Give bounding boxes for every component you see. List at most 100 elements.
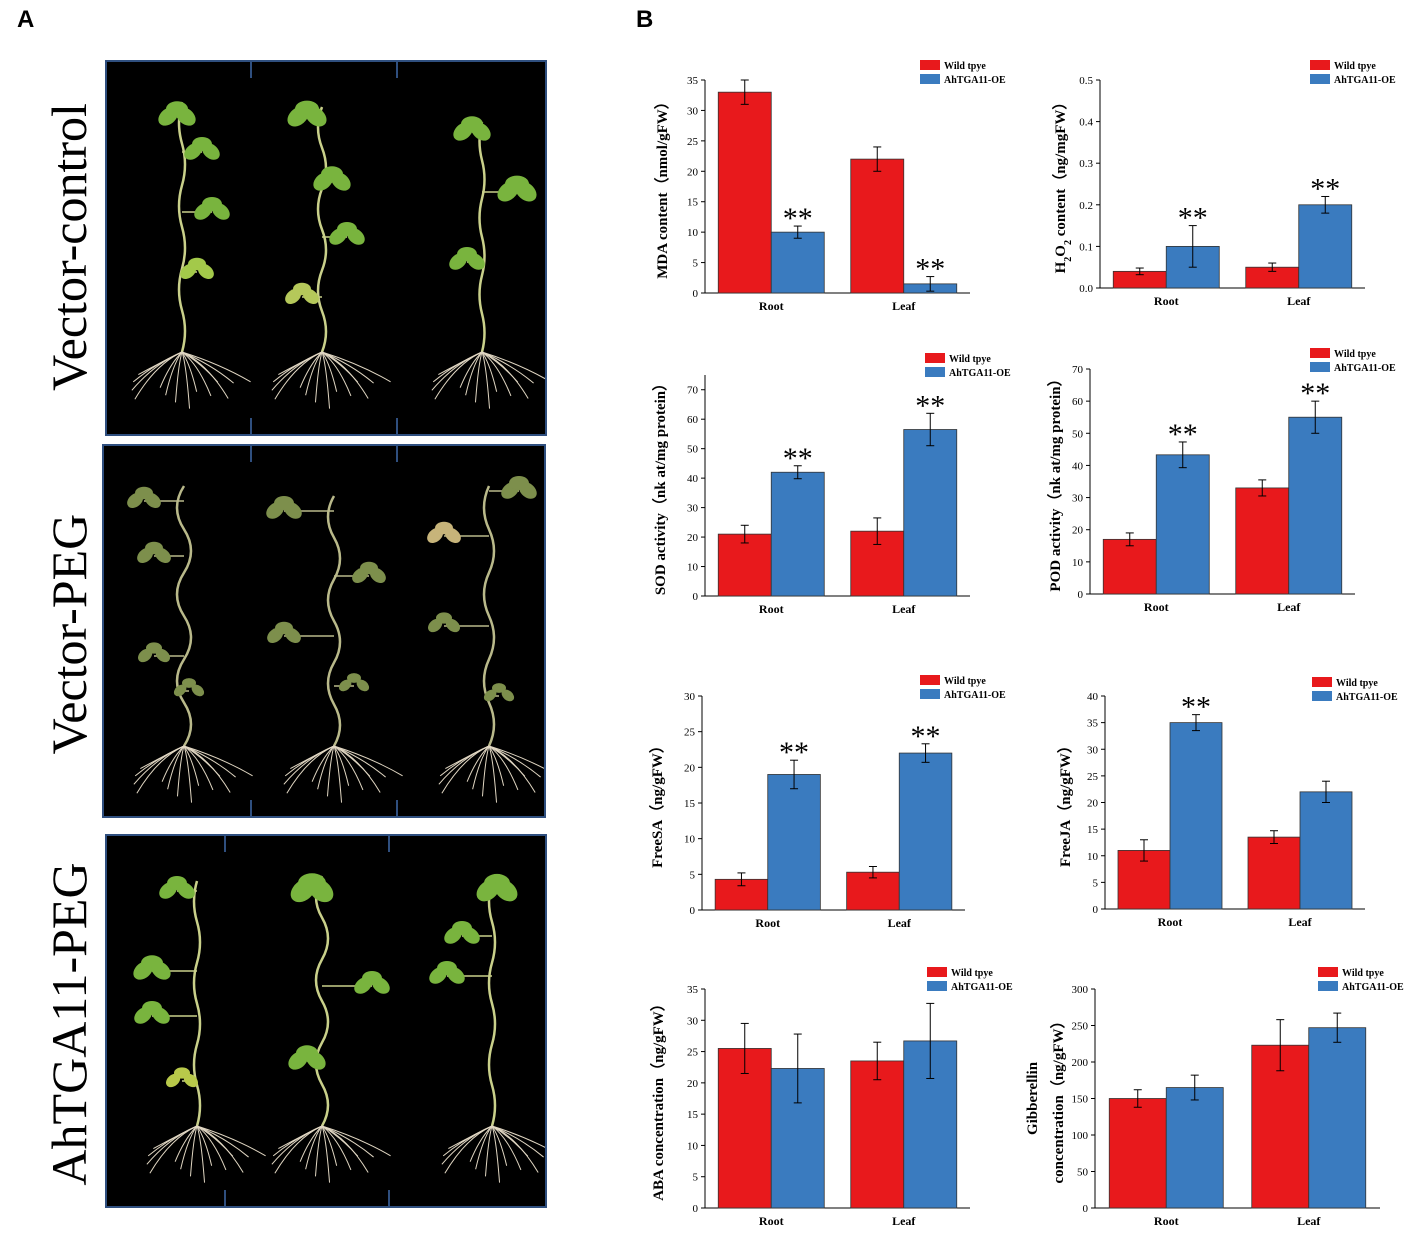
significance-marker: **: [1168, 418, 1198, 451]
photo-divider: [388, 1190, 390, 1208]
y-tick-label: 10: [687, 562, 699, 574]
y-tick-label: 10: [684, 834, 696, 846]
legend-label-oe: AhTGA11-OE: [949, 368, 1011, 379]
error-bar: [1140, 839, 1148, 862]
legend-swatch-wild: [1312, 677, 1332, 687]
y-tick-label: 70: [1072, 364, 1084, 376]
bar-wild-type: [1251, 1044, 1310, 1209]
plant-stem: [326, 495, 342, 747]
chart-freeja: 0 5 10 15 20 25 30 35 40 Root Leaf ** FreeJA（ng/gFW）…: [1056, 677, 1398, 929]
bar-ahtga11-oe: [1155, 454, 1210, 595]
leaf-cluster: [489, 476, 537, 499]
leaf-cluster: [182, 197, 230, 220]
plant-stem: [478, 121, 486, 353]
plant-roots: [133, 745, 253, 803]
bar-ahtga11-oe: [903, 429, 958, 597]
category-label: Leaf: [1288, 915, 1312, 929]
photo-divider: [250, 444, 252, 462]
significance-marker: **: [1181, 691, 1211, 724]
leaf-cluster: [159, 876, 197, 899]
photo-divider: [396, 444, 398, 462]
legend-label-oe: AhTGA11-OE: [951, 982, 1013, 993]
legend-label-oe: AhTGA11-OE: [1334, 363, 1396, 374]
bar-wild-type: [1108, 1098, 1167, 1209]
y-tick-label: 0.5: [1079, 75, 1093, 87]
legend: Wild tpye AhTGA11-OE: [927, 967, 1013, 993]
category-label: Root: [1154, 1214, 1179, 1228]
y-tick-label: 30: [687, 105, 699, 117]
leaf-cluster: [429, 961, 492, 984]
legend-label-wild: Wild tpye: [1334, 349, 1376, 360]
y-tick-label: 0.2: [1079, 200, 1093, 212]
y-axis-label: concentration（ng/gFW）: [1049, 1014, 1067, 1184]
legend-swatch-oe: [1312, 691, 1332, 701]
leaf-cluster: [180, 257, 214, 279]
plant-stem: [175, 485, 193, 747]
legend-swatch-wild: [920, 60, 940, 70]
category-label: Root: [759, 1214, 784, 1228]
plant-roots: [438, 745, 558, 803]
error-bar: [1321, 195, 1330, 214]
bar-wild-type: [1247, 836, 1301, 910]
error-bar: [926, 412, 935, 447]
error-bar: [1268, 262, 1277, 272]
y-tick-label: 25: [687, 136, 699, 148]
legend-swatch-oe: [920, 689, 940, 699]
y-axis-label: FreeSA（ng/gFW）: [648, 738, 666, 868]
y-tick-label: 5: [693, 1172, 699, 1184]
y-tick-label: 25: [687, 1047, 699, 1059]
y-tick-label: 35: [687, 75, 699, 87]
category-label: Root: [1144, 600, 1169, 614]
plant-roots: [441, 1125, 561, 1183]
leaf-cluster: [453, 116, 491, 141]
error-bar: [740, 524, 749, 544]
photo-divider: [396, 418, 398, 436]
y-tick-label: 0.4: [1079, 117, 1093, 129]
photo-divider: [396, 800, 398, 818]
bar-ahtga11-oe: [767, 774, 821, 911]
plant-stem: [177, 101, 187, 353]
plant-photo-rescued: [133, 873, 561, 1183]
significance-marker: **: [915, 389, 945, 422]
leaf-cluster: [428, 612, 489, 633]
leaf-cluster: [322, 222, 365, 245]
error-bar: [1311, 400, 1320, 434]
bar-ahtga11-oe: [1308, 1027, 1367, 1209]
bar-ahtga11-oe: [1165, 1087, 1224, 1209]
error-bar: [921, 743, 930, 763]
bar-ahtga11-oe: [770, 471, 825, 597]
legend-label-wild: Wild tpye: [944, 676, 986, 687]
category-label: Leaf: [1277, 600, 1301, 614]
category-label: Root: [759, 602, 784, 616]
legend-label-wild: Wild tpye: [1334, 61, 1376, 72]
y-tick-label: 30: [687, 503, 699, 515]
error-bar: [926, 1002, 935, 1079]
y-tick-label: 30: [1087, 744, 1099, 756]
error-bar: [926, 276, 935, 292]
y-tick-label: 30: [687, 1015, 699, 1027]
category-label: Leaf: [888, 916, 912, 930]
y-tick-label: 0.0: [1079, 283, 1093, 295]
category-label: Root: [755, 916, 780, 930]
leaf-cluster: [266, 496, 334, 519]
y-axis-label: MDA content（nmol/gFW）: [653, 94, 671, 279]
leaf-cluster: [313, 166, 351, 191]
y-tick-label: 0: [693, 591, 699, 603]
legend-swatch-oe: [920, 74, 940, 84]
y-tick-label: 0: [690, 905, 696, 917]
error-bar: [1258, 479, 1267, 497]
y-tick-label: 15: [1087, 824, 1099, 836]
y-axis-label: H2O2 content（ng/mgFW）: [1051, 95, 1074, 274]
photo-ahtga11-peg: [105, 834, 561, 1208]
y-tick-label: 25: [1087, 771, 1099, 783]
leaf-cluster: [482, 175, 537, 202]
y-tick-label: 100: [1072, 1130, 1089, 1142]
photo-divider: [388, 834, 390, 852]
legend-swatch-wild: [1310, 60, 1330, 70]
significance-marker: **: [1310, 172, 1340, 205]
plant-roots: [271, 1125, 391, 1183]
error-bar: [1135, 267, 1144, 276]
bar-ahtga11-oe: [1169, 722, 1223, 910]
leaf-cluster: [483, 683, 515, 702]
category-label: Root: [759, 299, 784, 313]
